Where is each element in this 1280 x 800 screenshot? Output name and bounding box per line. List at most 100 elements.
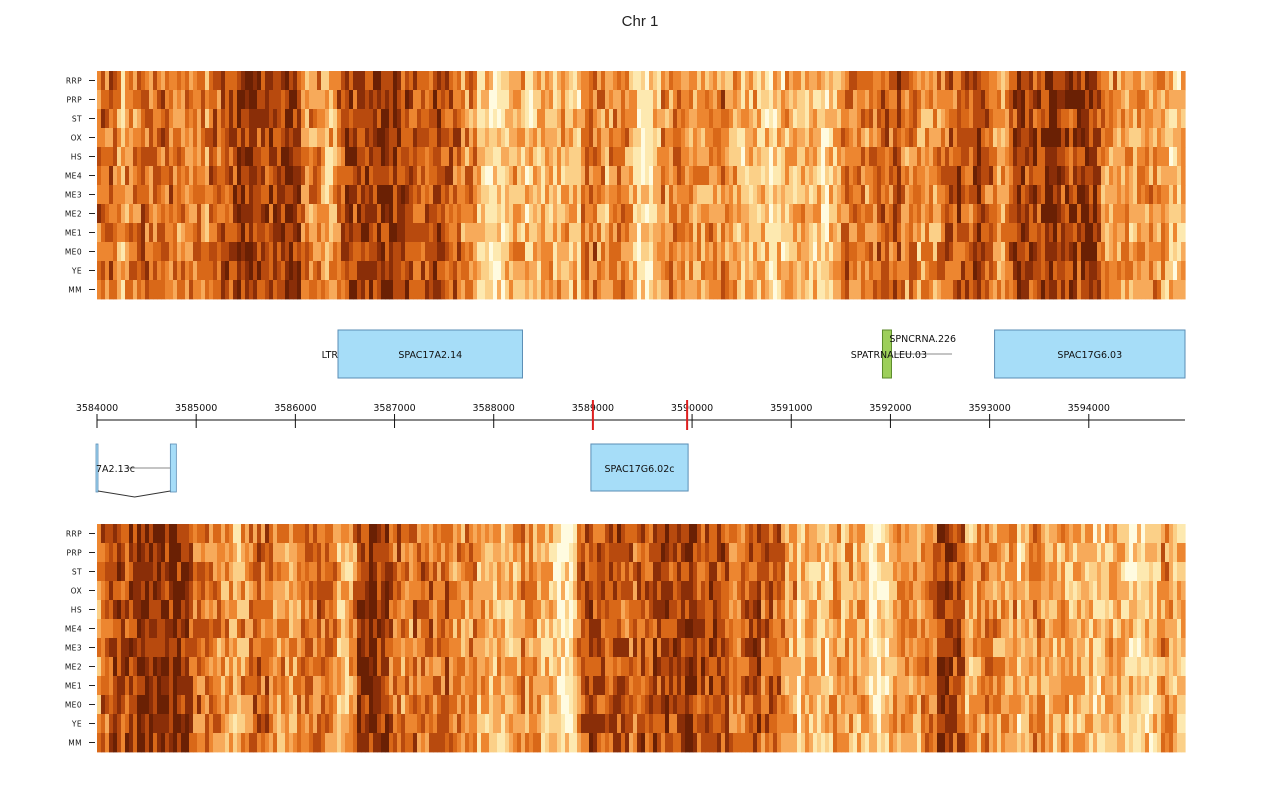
heat-cell bbox=[549, 71, 554, 91]
heat-cell bbox=[689, 128, 694, 148]
heat-cell bbox=[213, 223, 218, 243]
heat-cell bbox=[1037, 109, 1042, 129]
heat-cell bbox=[473, 71, 478, 91]
heat-cell bbox=[961, 147, 966, 167]
heat-cell bbox=[1177, 71, 1182, 91]
heat-cell bbox=[1037, 166, 1042, 186]
heat-cell bbox=[489, 581, 494, 601]
heat-cell bbox=[381, 242, 386, 262]
heat-cell bbox=[749, 242, 754, 262]
heat-cell bbox=[1009, 280, 1014, 300]
heat-cell bbox=[189, 242, 194, 262]
heat-cell bbox=[1093, 90, 1098, 110]
heat-cell bbox=[921, 242, 926, 262]
heat-cell bbox=[357, 147, 362, 167]
heat-cell bbox=[749, 261, 754, 281]
heat-cell bbox=[505, 185, 510, 205]
heat-cell bbox=[133, 90, 138, 110]
heat-cell bbox=[765, 147, 770, 167]
heat-cell bbox=[261, 638, 266, 658]
heat-cell bbox=[369, 543, 374, 563]
heat-cell bbox=[401, 204, 406, 224]
heat-cell bbox=[165, 223, 170, 243]
heat-cell bbox=[745, 109, 750, 129]
heat-cell bbox=[305, 581, 310, 601]
heat-cell bbox=[229, 638, 234, 658]
heat-cell bbox=[665, 543, 670, 563]
heat-cell bbox=[109, 280, 114, 300]
heat-cell bbox=[449, 524, 454, 544]
heat-cell bbox=[861, 128, 866, 148]
heat-cell bbox=[593, 261, 598, 281]
heat-cell bbox=[1025, 128, 1030, 148]
heat-cell bbox=[133, 638, 138, 658]
heat-cell bbox=[825, 280, 830, 300]
heat-cell bbox=[613, 280, 618, 300]
heat-cell bbox=[753, 581, 758, 601]
heat-cell bbox=[769, 147, 774, 167]
heat-cell bbox=[853, 128, 858, 148]
heat-cell bbox=[329, 581, 334, 601]
heat-cell bbox=[145, 223, 150, 243]
heat-cell bbox=[1045, 90, 1050, 110]
heat-cell bbox=[913, 600, 918, 620]
heat-cell bbox=[189, 90, 194, 110]
heat-cell bbox=[129, 638, 134, 658]
heat-cell bbox=[1053, 166, 1058, 186]
heat-cell bbox=[553, 261, 558, 281]
heat-cell bbox=[309, 581, 314, 601]
heat-cell bbox=[109, 543, 114, 563]
heat-cell bbox=[1033, 166, 1038, 186]
heat-cell bbox=[637, 166, 642, 186]
heat-cell bbox=[1113, 562, 1118, 582]
heat-cell bbox=[993, 543, 998, 563]
heat-cell bbox=[313, 638, 318, 658]
heat-cell bbox=[873, 562, 878, 582]
heat-cell bbox=[753, 543, 758, 563]
heat-cell bbox=[105, 619, 110, 639]
heat-cell bbox=[609, 204, 614, 224]
heat-cell bbox=[221, 223, 226, 243]
heat-cell bbox=[993, 619, 998, 639]
heat-cell bbox=[937, 524, 942, 544]
heat-cell bbox=[1049, 581, 1054, 601]
heat-cell bbox=[313, 242, 318, 262]
heat-cell bbox=[1065, 90, 1070, 110]
heat-cell bbox=[1077, 223, 1082, 243]
heat-cell bbox=[889, 600, 894, 620]
heat-cell bbox=[929, 166, 934, 186]
heat-cell bbox=[1065, 166, 1070, 186]
heat-cell bbox=[185, 619, 190, 639]
heat-cell bbox=[1113, 128, 1118, 148]
heat-cell bbox=[1061, 280, 1066, 300]
heat-cell bbox=[385, 147, 390, 167]
heat-cell bbox=[417, 147, 422, 167]
heat-cell bbox=[581, 562, 586, 582]
heat-cell bbox=[421, 524, 426, 544]
heat-cell bbox=[409, 242, 414, 262]
heat-cell bbox=[561, 242, 566, 262]
heat-cell bbox=[1145, 280, 1150, 300]
heat-cell bbox=[609, 166, 614, 186]
heat-cell bbox=[461, 71, 466, 91]
heat-cell bbox=[97, 223, 102, 243]
heat-cell bbox=[233, 524, 238, 544]
heat-cell bbox=[1037, 600, 1042, 620]
heat-cell bbox=[1169, 128, 1174, 148]
heat-cell bbox=[445, 600, 450, 620]
heat-cell bbox=[201, 166, 206, 186]
heat-cell bbox=[1161, 619, 1166, 639]
heat-cell bbox=[217, 524, 222, 544]
heat-cell bbox=[601, 562, 606, 582]
heat-cell bbox=[813, 147, 818, 167]
heat-cell bbox=[389, 147, 394, 167]
heat-cell bbox=[293, 166, 298, 186]
heat-cell bbox=[97, 166, 102, 186]
heat-cell bbox=[629, 524, 634, 544]
heat-cell bbox=[761, 543, 766, 563]
heat-cell bbox=[109, 524, 114, 544]
heat-cell bbox=[1053, 185, 1058, 205]
heat-cell bbox=[245, 562, 250, 582]
heat-cell bbox=[1129, 619, 1134, 639]
heat-cell bbox=[885, 280, 890, 300]
